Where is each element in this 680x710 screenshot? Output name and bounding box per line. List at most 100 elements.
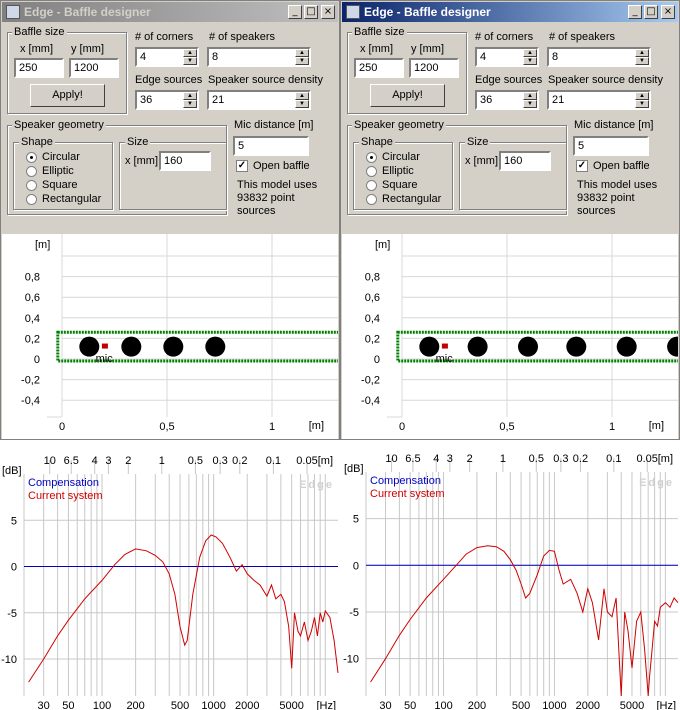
spin-down-icon[interactable]: ▼ — [635, 57, 649, 65]
maximize-button[interactable]: □ — [304, 5, 318, 19]
open-baffle-checkbox[interactable]: ✓ — [236, 160, 248, 172]
fr-x-axis-label: [Hz] — [316, 700, 336, 710]
baffle-size-group-label: Baffle size — [352, 26, 407, 38]
spin-up-icon[interactable]: ▲ — [183, 92, 197, 100]
speaker-driver — [616, 336, 637, 357]
spin-up-icon[interactable]: ▲ — [183, 49, 197, 57]
shape-radio-label: Rectangular — [42, 193, 102, 205]
fr-top-tick-label: 0.2 — [232, 455, 247, 467]
edge-watermark: Edge — [639, 477, 674, 489]
edge-sources-spinbox[interactable]: 36 ▲ ▼ — [135, 90, 199, 110]
spin-up-icon[interactable]: ▲ — [635, 49, 649, 57]
speakers-label: # of speakers — [549, 31, 616, 43]
spin-down-icon[interactable]: ▼ — [295, 57, 309, 65]
fr-x-axis-label: [Hz] — [656, 700, 676, 710]
close-button[interactable]: × — [661, 5, 675, 19]
minimize-button[interactable]: _ — [628, 5, 642, 19]
geometry-y-tick-label: -0,2 — [361, 375, 380, 387]
open-baffle-checkbox[interactable]: ✓ — [576, 160, 588, 172]
spin-down-icon[interactable]: ▼ — [523, 57, 537, 65]
density-value: 21 — [212, 94, 225, 106]
fr-y-tick-label: 0 — [353, 560, 359, 572]
close-button[interactable]: × — [321, 5, 335, 19]
baffle-x-input[interactable]: 250 — [354, 58, 404, 78]
apply-button[interactable]: Apply! — [370, 84, 445, 107]
fr-x-tick-label: 50 — [404, 700, 416, 710]
spin-up-icon[interactable]: ▲ — [295, 92, 309, 100]
spin-down-icon[interactable]: ▼ — [523, 100, 537, 108]
fr-top-tick-label: 3 — [105, 455, 111, 467]
size-x-input[interactable]: 160 — [159, 151, 211, 171]
shape-radio-rectangular[interactable] — [26, 194, 37, 205]
spin-up-icon[interactable]: ▲ — [523, 49, 537, 57]
baffle-y-input[interactable]: 1200 — [69, 58, 119, 78]
fr-top-tick-label: 4 — [433, 453, 439, 465]
geometry-y-tick-label: 0,4 — [365, 313, 380, 325]
corners-spinbox[interactable]: 4 ▲ ▼ — [135, 47, 199, 67]
fr-legend-current-system: Current system — [370, 488, 445, 500]
speaker-driver — [419, 336, 440, 357]
spin-down-icon[interactable]: ▼ — [183, 100, 197, 108]
baffle-y-input[interactable]: 1200 — [409, 58, 459, 78]
edge-sources-label: Edge sources — [135, 74, 203, 86]
shape-radio-square[interactable] — [366, 180, 377, 191]
edge-watermark: Edge — [299, 479, 334, 491]
model-info-line-3: sources — [577, 205, 616, 217]
spin-down-icon[interactable]: ▼ — [183, 57, 197, 65]
model-info-line-2: 93832 point — [577, 192, 635, 204]
shape-radio-elliptic[interactable] — [366, 166, 377, 177]
size-x-input[interactable]: 160 — [499, 151, 551, 171]
model-info: This model uses 93832 point sources — [237, 179, 317, 218]
speakers-spinbox[interactable]: 8 ▲ ▼ — [547, 47, 651, 67]
fr-y-tick-label: -5 — [7, 608, 17, 620]
size-group-label: Size — [125, 136, 151, 148]
spin-up-icon[interactable]: ▲ — [523, 92, 537, 100]
mic-marker — [441, 343, 448, 349]
title-bar[interactable]: Edge - Baffle designer _ □ × — [342, 2, 678, 22]
shape-radio-square[interactable] — [26, 180, 37, 191]
size-group — [459, 142, 567, 210]
speakers-spinbox[interactable]: 8 ▲ ▼ — [207, 47, 311, 67]
baffle-designer-window-left: Edge - Baffle designer _ □ × Baffle size… — [0, 0, 340, 440]
window-title: Edge - Baffle designer — [364, 5, 491, 19]
mic-distance-input[interactable]: 5 — [573, 136, 649, 156]
maximize-button[interactable]: □ — [644, 5, 658, 19]
fr-top-tick-label: 1 — [159, 455, 165, 467]
title-bar[interactable]: Edge - Baffle designer _ □ × — [2, 2, 338, 22]
speaker-driver — [518, 336, 538, 357]
edge-sources-spinbox[interactable]: 36 ▲ ▼ — [475, 90, 539, 110]
spin-up-icon[interactable]: ▲ — [295, 49, 309, 57]
baffle-x-label: x [mm] — [20, 43, 53, 55]
geometry-x-tick-label: 0,5 — [159, 421, 174, 433]
edge-sources-value: 36 — [480, 94, 493, 106]
mic-distance-input[interactable]: 5 — [233, 136, 309, 156]
shape-radio-rectangular[interactable] — [366, 194, 377, 205]
shape-radio-circular[interactable] — [366, 152, 377, 163]
shape-group — [13, 142, 113, 210]
fr-x-tick-label: 5000 — [279, 700, 303, 710]
density-spinbox[interactable]: 21 ▲ ▼ — [207, 90, 311, 110]
baffle-x-input[interactable]: 250 — [14, 58, 64, 78]
spin-down-icon[interactable]: ▼ — [295, 100, 309, 108]
size-group-label: Size — [465, 136, 491, 148]
speaker-driver — [205, 336, 226, 357]
fr-series-current-system — [370, 545, 679, 697]
minimize-button[interactable]: _ — [288, 5, 302, 19]
fr-top-tick-label: 10 — [44, 455, 56, 467]
geometry-y-tick-label: 0,6 — [25, 292, 40, 304]
fr-top-tick-label: 0.05 — [636, 453, 657, 465]
fr-x-tick-label: 200 — [468, 700, 486, 710]
fr-x-tick-label: 1000 — [542, 700, 566, 710]
spin-up-icon[interactable]: ▲ — [635, 92, 649, 100]
corners-spinbox[interactable]: 4 ▲ ▼ — [475, 47, 539, 67]
shape-radio-label: Circular — [382, 151, 420, 163]
apply-button[interactable]: Apply! — [30, 84, 105, 107]
shape-radio-circular[interactable] — [26, 152, 37, 163]
baffle-size-group — [7, 32, 127, 114]
fr-top-tick-label: 0.2 — [573, 453, 588, 465]
shape-radio-elliptic[interactable] — [26, 166, 37, 177]
fr-top-tick-label: 2 — [467, 453, 473, 465]
density-spinbox[interactable]: 21 ▲ ▼ — [547, 90, 651, 110]
spin-down-icon[interactable]: ▼ — [635, 100, 649, 108]
